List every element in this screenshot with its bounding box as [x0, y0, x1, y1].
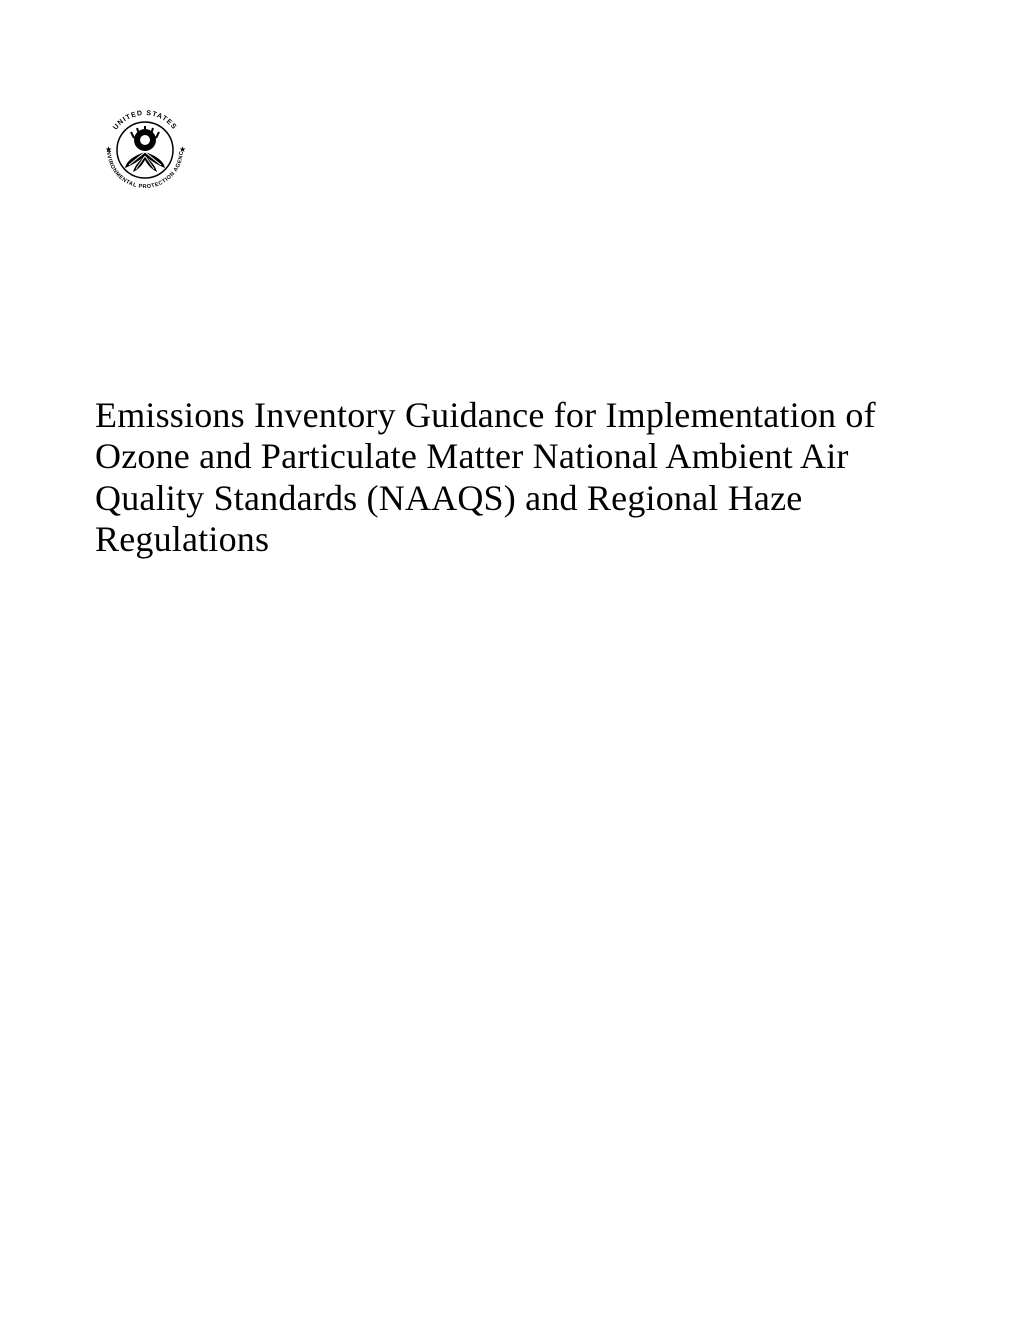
epa-seal-icon: UNITED STATES ENVIRONMENTAL PROTECTION A… — [95, 100, 195, 200]
document-title: Emissions Inventory Guidance for Impleme… — [95, 395, 925, 561]
logo-container: UNITED STATES ENVIRONMENTAL PROTECTION A… — [95, 100, 925, 200]
svg-text:★: ★ — [179, 145, 186, 154]
svg-text:★: ★ — [105, 145, 112, 154]
document-page: UNITED STATES ENVIRONMENTAL PROTECTION A… — [0, 0, 1020, 656]
